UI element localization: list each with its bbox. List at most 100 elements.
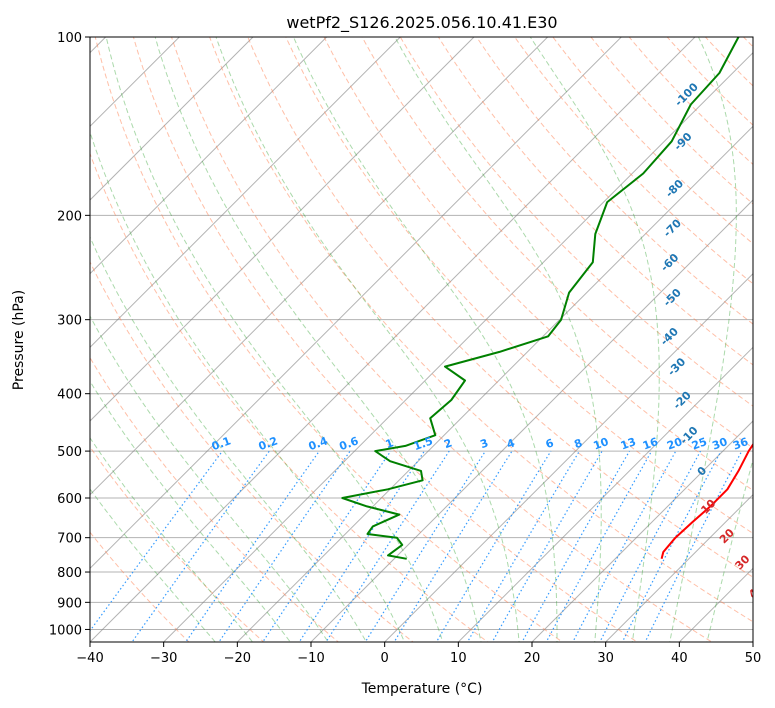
dry-adiabat-line xyxy=(132,37,638,642)
moist-adiabat-line xyxy=(669,37,737,642)
dry-adiabat-line xyxy=(90,152,489,642)
dry-adiabat-line xyxy=(90,356,340,642)
mixing-ratio-label: 0.6 xyxy=(338,434,361,453)
y-tick-label: 1000 xyxy=(49,623,82,638)
mixing-ratio-line xyxy=(599,450,702,642)
isotherm-line xyxy=(383,272,753,642)
y-tick-label: 700 xyxy=(57,532,82,547)
mixing-ratio-line xyxy=(644,450,743,642)
mixing-ratio-label: 20 xyxy=(665,435,684,453)
x-tick-label: −40 xyxy=(76,651,103,666)
dry-adiabat-label: -40 xyxy=(658,325,681,348)
mixing-ratio-label: 13 xyxy=(619,435,638,452)
isotherm-line xyxy=(90,37,475,422)
dry-adiabat-line xyxy=(666,37,753,126)
mixing-ratio-line xyxy=(185,450,320,642)
isotherm-line xyxy=(90,37,328,275)
dry-adiabat-label: -60 xyxy=(658,251,681,274)
isotherm-line xyxy=(531,420,753,642)
mixing-ratio-line xyxy=(466,450,580,642)
background-lines xyxy=(0,10,775,654)
mixing-ratio-line xyxy=(298,450,425,642)
chart-title: wetPf2_S126.2025.056.10.41.E30 xyxy=(286,13,557,33)
dry-adiabat-line xyxy=(94,37,564,642)
moist-adiabat-line xyxy=(90,314,329,642)
dewpoint-profile xyxy=(341,37,740,560)
y-tick-label: 500 xyxy=(57,445,82,460)
dry-adiabat-line xyxy=(209,37,753,623)
mixing-ratio-line xyxy=(621,450,722,642)
moist-adiabat-line xyxy=(105,37,444,642)
isotherm-line xyxy=(236,125,753,642)
isotherm-line xyxy=(0,10,59,654)
mixing-ratio-label: 3 xyxy=(478,436,490,451)
moist-adiabat-label: 30 xyxy=(733,552,753,572)
dry-adiabat-line xyxy=(514,37,753,285)
mixing-ratio-label: 10 xyxy=(592,435,611,453)
moist-adiabat-line xyxy=(90,380,291,642)
dry-adiabat-line xyxy=(90,531,190,642)
mixing-ratio-label: 0.2 xyxy=(257,434,280,453)
temperature-profile xyxy=(660,442,753,560)
isotherm-line xyxy=(90,37,254,201)
moist-adiabat-line xyxy=(90,130,406,642)
y-tick-label: 900 xyxy=(57,596,82,611)
dry-adiabat-line xyxy=(590,37,753,205)
dry-adiabat-line xyxy=(475,37,753,325)
x-axis-title: Temperature (°C) xyxy=(361,681,483,697)
moist-adiabat-line xyxy=(215,37,520,642)
dry-adiabat-line xyxy=(755,10,775,654)
mixing-ratio-label: 8 xyxy=(572,436,584,451)
y-tick-label: 200 xyxy=(57,209,82,224)
y-tick-label: 100 xyxy=(57,31,82,46)
mixing-ratio-label: 36 xyxy=(731,435,750,453)
x-tick-label: 20 xyxy=(524,651,541,666)
isotherm-line xyxy=(90,37,696,642)
moist-adiabat-line xyxy=(706,457,753,642)
y-tick-label: 800 xyxy=(57,566,82,581)
dry-adiabat-line xyxy=(437,37,753,366)
y-axis-title: Pressure (hPa) xyxy=(11,290,27,390)
dry-adiabat-line xyxy=(323,37,753,491)
mixing-ratio-label: 30 xyxy=(710,435,729,453)
dry-adiabat-label: 0 xyxy=(695,464,710,479)
dry-adiabat-line xyxy=(628,37,753,166)
mixing-ratio-line xyxy=(435,450,552,642)
isotherm-line xyxy=(457,346,753,642)
x-tick-label: 30 xyxy=(597,651,614,666)
plot-frame xyxy=(89,36,754,643)
mixing-ratio-label: 25 xyxy=(690,435,709,452)
mixing-ratio-line xyxy=(491,450,603,642)
dry-adiabat-label: -100 xyxy=(672,80,701,109)
isotherm-line xyxy=(604,493,753,642)
x-tick-label: −30 xyxy=(150,651,177,666)
moist-adiabat-line xyxy=(90,436,254,642)
mixing-ratio-line xyxy=(90,450,223,632)
dry-adiabat-label: -70 xyxy=(661,216,684,239)
x-tick-label: 0 xyxy=(381,651,389,666)
mixing-ratio-line xyxy=(218,450,351,642)
dry-adiabat-line xyxy=(285,37,753,535)
moist-adiabat-line xyxy=(292,37,558,642)
isotherm-line xyxy=(90,37,402,349)
mixing-ratio-label: 0.1 xyxy=(210,434,233,453)
x-tick-label: −10 xyxy=(297,651,324,666)
mixing-ratio-label: 2 xyxy=(442,436,454,451)
mixing-ratio-line xyxy=(545,450,653,642)
x-tick-label: 10 xyxy=(450,651,467,666)
x-tick-label: 50 xyxy=(745,651,762,666)
isotherm-line xyxy=(90,37,181,128)
mixing-ratio-line xyxy=(393,450,513,642)
y-tick-label: 400 xyxy=(57,388,82,403)
dry-adiabat-line xyxy=(399,37,753,407)
mixing-ratio-label: 1 xyxy=(384,436,396,451)
dry-adiabat-line xyxy=(361,37,753,449)
moist-adiabat-label: 40 xyxy=(746,581,766,601)
mixing-ratio-label: 1.5 xyxy=(412,434,435,453)
x-tick-label: −20 xyxy=(224,651,251,666)
moist-adiabat-label: 20 xyxy=(717,526,737,546)
moist-adiabat-line xyxy=(90,488,216,642)
moist-adiabat-line xyxy=(394,37,602,642)
moist-adiabat-line xyxy=(154,37,482,642)
